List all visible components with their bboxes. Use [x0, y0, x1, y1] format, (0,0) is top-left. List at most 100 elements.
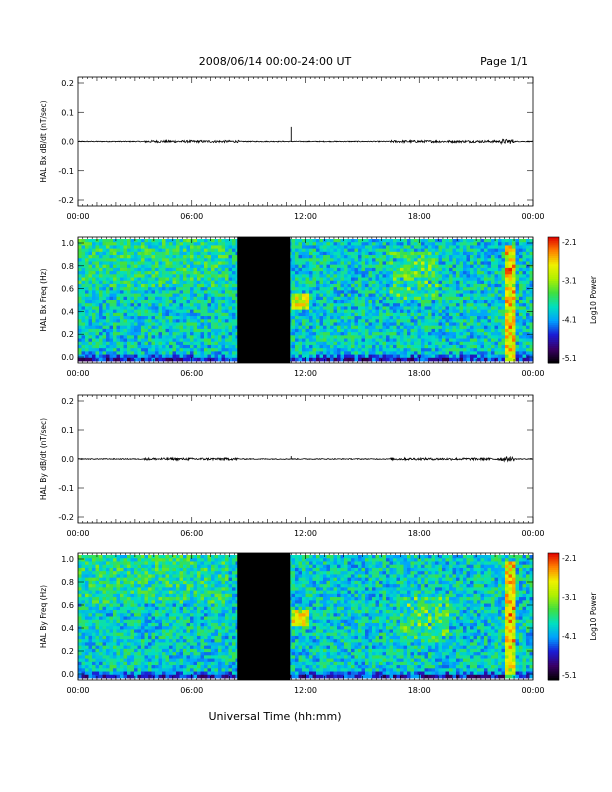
- spectrogram-cell: [333, 267, 338, 272]
- spectrogram-cell: [155, 274, 159, 278]
- spectrogram-cell: [123, 332, 128, 336]
- spectrogram-cell: [109, 255, 114, 259]
- spectrogram-cell: [491, 341, 495, 346]
- spectrogram-cell: [393, 258, 397, 262]
- spectrogram-cell: [200, 325, 205, 330]
- spectrogram-cell: [337, 245, 341, 250]
- spectrogram-cell: [193, 274, 198, 278]
- spectrogram-cell: [375, 357, 380, 362]
- spectrogram-cell: [228, 271, 233, 275]
- x-tick-label: 00:00: [66, 212, 89, 221]
- spectrogram-cell: [368, 258, 373, 262]
- spectrogram-cell: [316, 290, 320, 294]
- spectrogram-cell: [466, 351, 471, 355]
- spectrogram-cell: [225, 357, 229, 362]
- spectrogram-cell: [508, 264, 513, 269]
- spectrogram-cell: [505, 357, 509, 362]
- spectrogram-cell: [382, 322, 387, 327]
- spectrogram-cell: [151, 280, 156, 285]
- spectrogram-cell: [190, 258, 194, 262]
- spectrogram-cell: [494, 274, 499, 278]
- spectrogram-cell: [116, 293, 121, 298]
- spectrogram-cell: [424, 354, 429, 359]
- spectrogram-cell: [428, 239, 432, 243]
- spectrogram-cell: [295, 354, 299, 359]
- spectrogram-cell: [354, 255, 359, 259]
- spectrogram-cell: [442, 267, 446, 272]
- spectrogram-cell: [309, 248, 313, 253]
- spectrogram-cell: [120, 283, 124, 288]
- spectrogram-cell: [501, 344, 506, 349]
- spectrogram-cell: [179, 325, 184, 330]
- spectrogram-cell: [190, 283, 194, 288]
- spectrogram-cell: [361, 274, 366, 278]
- spectrogram-cell: [379, 280, 383, 285]
- spectrogram-cell: [473, 258, 478, 262]
- spectrogram-cell: [141, 267, 145, 272]
- spectrogram-cell: [116, 341, 121, 346]
- spectrogram-cell: [498, 351, 502, 355]
- spectrogram-cell: [379, 258, 383, 262]
- spectrogram-cell: [214, 300, 219, 304]
- spectrogram-cell: [316, 264, 320, 269]
- spectrogram-cell: [130, 316, 135, 320]
- spectrogram-cell: [186, 341, 191, 346]
- spectrogram-cell: [134, 344, 138, 349]
- spectrogram-cell: [424, 277, 429, 282]
- spectrogram-cell: [428, 325, 432, 330]
- spectrogram-cell: [81, 312, 86, 317]
- spectrogram-cell: [120, 303, 124, 307]
- spectrogram-cell: [200, 322, 205, 327]
- spectrogram-cell: [295, 328, 299, 333]
- spectrogram-cell: [197, 248, 201, 253]
- spectrogram-cell: [512, 258, 516, 262]
- spectrogram-cell: [92, 300, 96, 304]
- spectrogram-cell: [312, 348, 317, 352]
- spectrogram-cell: [165, 242, 170, 246]
- spectrogram-cell: [400, 306, 404, 311]
- spectrogram-cell: [228, 258, 233, 262]
- spectrogram-cell: [214, 338, 219, 343]
- spectrogram-cell: [347, 328, 352, 333]
- spectrogram-cell: [414, 287, 418, 291]
- spectrogram-cell: [396, 267, 401, 272]
- spectrogram-cell: [319, 338, 324, 343]
- spectrogram-cell: [148, 306, 152, 311]
- spectrogram-cell: [144, 255, 149, 259]
- spectrogram-cell: [123, 287, 128, 291]
- spectrogram-cell: [232, 271, 236, 275]
- spectrogram-cell: [417, 316, 422, 320]
- spectrogram-cell: [435, 248, 439, 253]
- spectrogram-cell: [302, 251, 306, 256]
- spectrogram-cell: [172, 351, 177, 355]
- spectrogram-cell: [165, 303, 170, 307]
- spectrogram-cell: [449, 303, 453, 307]
- spectrogram-cell: [148, 309, 152, 314]
- spectrogram-cell: [92, 251, 96, 256]
- spectrogram-cell: [473, 357, 478, 362]
- spectrogram-cell: [512, 245, 516, 250]
- spectrogram-cell: [141, 309, 145, 314]
- spectrogram-cell: [211, 274, 215, 278]
- spectrogram-cell: [365, 248, 369, 253]
- spectrogram-cell: [298, 303, 303, 307]
- spectrogram-cell: [218, 264, 222, 269]
- spectrogram-cell: [333, 277, 338, 282]
- spectrogram-cell: [106, 274, 110, 278]
- spectrogram-cell: [109, 338, 114, 343]
- spectrogram-cell: [88, 251, 93, 256]
- spectrogram-cell: [232, 287, 236, 291]
- spectrogram-cell: [508, 296, 513, 301]
- spectrogram-cell: [151, 351, 156, 355]
- spectrogram-cell: [498, 267, 502, 272]
- spectrogram-cell: [295, 245, 299, 250]
- spectrogram-cell: [403, 348, 408, 352]
- spectrogram-cell: [200, 344, 205, 349]
- spectrogram-cell: [141, 341, 145, 346]
- spectrogram-cell: [116, 283, 121, 288]
- spectrogram-cell: [316, 296, 320, 301]
- spectrogram-cell: [137, 261, 142, 266]
- spectrogram-cell: [193, 296, 198, 301]
- spectrogram-cell: [106, 344, 110, 349]
- spectrogram-cell: [106, 325, 110, 330]
